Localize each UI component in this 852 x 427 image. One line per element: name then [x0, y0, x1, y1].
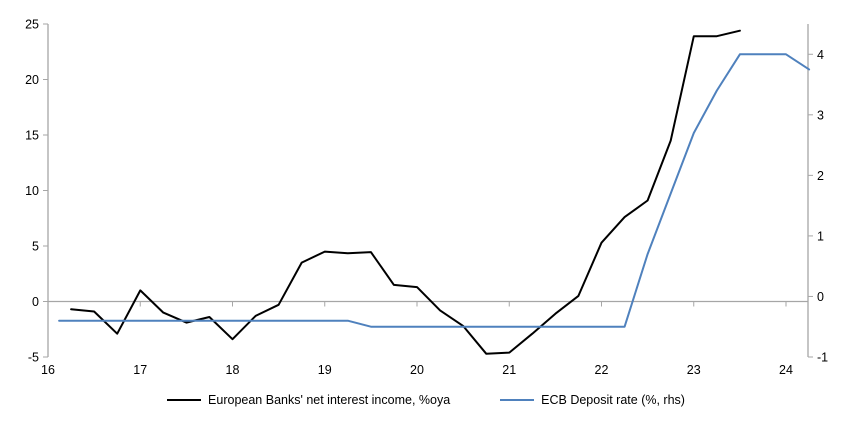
- deposit-rate-line: [58, 53, 811, 328]
- x-axis-tick-label: 19: [318, 363, 332, 377]
- chart-legend: European Banks' net interest income, %oy…: [0, 393, 852, 407]
- right-axis-tick-label: -1: [817, 351, 828, 365]
- left-axis-tick-label: 0: [32, 295, 39, 309]
- nii-line-swatch-icon: [167, 399, 202, 401]
- legend-item-net-interest-income: European Banks' net interest income, %oy…: [167, 393, 450, 407]
- left-axis-tick-label: 15: [25, 129, 39, 143]
- x-axis-tick-label: 20: [410, 363, 424, 377]
- right-axis-tick-label: 1: [817, 229, 824, 243]
- legend-label-net-interest-income: European Banks' net interest income, %oy…: [208, 393, 451, 407]
- left-axis-tick-label: 10: [25, 184, 39, 198]
- left-axis-tick-label: 25: [25, 18, 39, 32]
- x-axis-tick-label: 21: [502, 363, 516, 377]
- x-axis-tick-label: 22: [595, 363, 609, 377]
- right-axis-tick-label: 3: [817, 108, 824, 122]
- left-axis-tick-label: 5: [32, 240, 39, 254]
- x-axis-tick-label: 24: [779, 363, 793, 377]
- right-axis-tick-label: 2: [817, 169, 824, 183]
- nii-line: [70, 29, 741, 355]
- x-axis-tick-label: 18: [226, 363, 240, 377]
- right-axis-tick-label: 0: [817, 290, 824, 304]
- x-axis-tick-label: 16: [41, 363, 55, 377]
- x-axis-tick-label: 17: [133, 363, 147, 377]
- x-axis-tick-label: 23: [687, 363, 701, 377]
- left-axis-tick-label: 20: [25, 73, 39, 87]
- right-axis-tick-label: 4: [817, 48, 824, 62]
- deposit-rate-line-swatch-icon: [500, 399, 535, 401]
- left-axis-tick-label: -5: [28, 351, 39, 365]
- legend-label-ecb-deposit-rate: ECB Deposit rate (%, rhs): [541, 393, 685, 407]
- legend-item-ecb-deposit-rate: ECB Deposit rate (%, rhs): [500, 393, 685, 407]
